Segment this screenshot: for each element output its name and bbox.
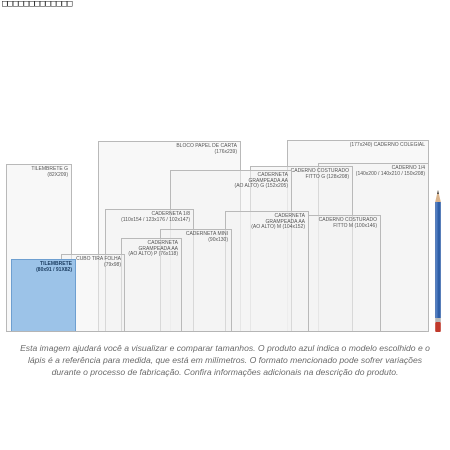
pencil-highlight [436, 202, 438, 318]
pencil-icon [435, 190, 441, 332]
pencil-body [435, 202, 441, 318]
notebook-label: BLOCO PAPEL DE CARTA (176x239) [176, 143, 237, 155]
notebook-tilembrete-selected: TILEMBRETE (80x91 / 91X82) [11, 259, 76, 332]
notebook-label: CADERNETA GRAMPEADA AA (AO ALTO) M (104x… [251, 213, 305, 231]
notebook-label: CADERNETA GRAMPEADA AA (AO ALTO) G (152x… [234, 172, 288, 190]
notebook-label: CADERNETA GRAMPEADA AA (AO ALTO) P (76x1… [128, 240, 178, 258]
notebook-label: CUBO TIRA FOLHA (79x98) [76, 256, 121, 268]
notebook-grampeada-m: CADERNETA GRAMPEADA AA (AO ALTO) M (104x… [225, 211, 309, 332]
notebook-label: CADERNETA MINI (90x130) [185, 231, 228, 243]
notebook-label: CADERNETA 1/8 (110x154 / 123x176 / 102x1… [121, 211, 190, 223]
notebook-label: CADERNO COSTURADO FITTO G (128x208) [290, 168, 349, 180]
pencil-ferrule [435, 318, 441, 322]
baseline [6, 331, 426, 332]
notebook-costurado-m: CADERNO COSTURADO FITTO M (100x146) [308, 215, 381, 332]
caption-text: Esta imagem ajudará você a visualizar e … [20, 343, 430, 377]
notebook-label: TILEMBRETE G (82X209) [31, 166, 68, 178]
pencil-lead [437, 190, 439, 194]
header-glyph-row: □□□□□□□□□□□□□ [2, 0, 73, 9]
pencil-eraser [435, 322, 441, 332]
notebook-label: CADERNO 1/4 (140x200 / 140x210 / 150x208… [355, 165, 425, 177]
notebook-label: (177x240) CADERNO COLEGIAL [349, 142, 425, 148]
notebook-label: TILEMBRETE (80x91 / 91X82) [36, 261, 72, 273]
notebook-label: CADERNO COSTURADO FITTO M (100x146) [318, 217, 377, 229]
pencil-tip [435, 190, 441, 202]
notebook-grampeada-p: CADERNETA GRAMPEADA AA (AO ALTO) P (76x1… [121, 238, 182, 332]
